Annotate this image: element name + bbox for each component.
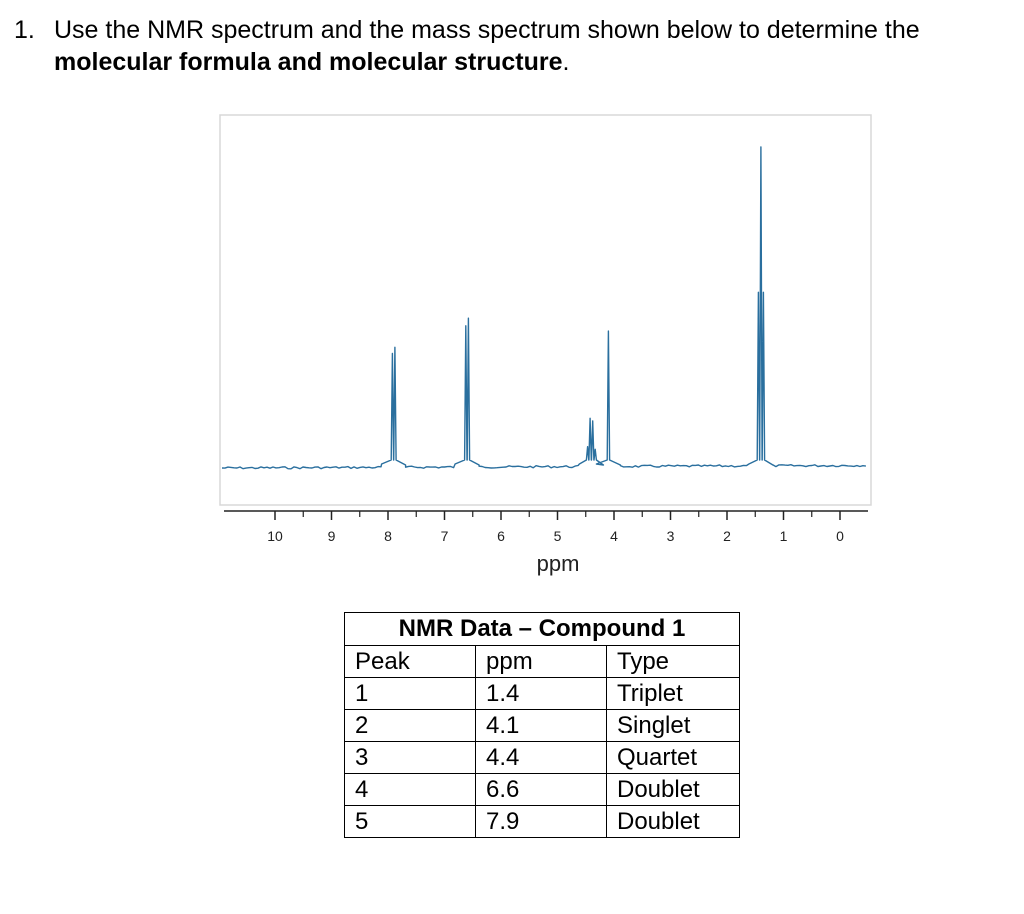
table-row: 2 4.1 Singlet: [344, 709, 740, 742]
nmr-data-table: NMR Data – Compound 1 Peak ppm Type 1 1.…: [344, 612, 740, 838]
table-header-row: Peak ppm Type: [344, 645, 740, 678]
cell-type: Quartet: [606, 741, 740, 774]
x-axis-tick-label: 5: [554, 528, 562, 544]
x-axis-title: ppm: [537, 551, 580, 576]
x-axis-tick-label: 0: [836, 528, 844, 544]
header-peak: Peak: [344, 645, 476, 678]
table-row: 3 4.4 Quartet: [344, 741, 740, 774]
x-axis-tick-label: 9: [328, 528, 336, 544]
cell-peak: 5: [344, 805, 476, 838]
plot-frame: [219, 114, 872, 506]
cell-ppm: 1.4: [475, 677, 607, 710]
question-period: .: [562, 48, 570, 76]
cell-ppm: 6.6: [475, 773, 607, 806]
header-ppm: ppm: [475, 645, 607, 678]
table-title-row: NMR Data – Compound 1: [344, 612, 740, 646]
cell-type: Singlet: [606, 709, 740, 742]
spectrum-trace-group: [221, 146, 866, 470]
cell-type: Doublet: [606, 805, 740, 838]
x-axis-tick-label: 3: [667, 528, 675, 544]
x-axis-tick-label: 10: [267, 528, 283, 544]
table-title: NMR Data – Compound 1: [344, 612, 740, 646]
question-bold-text: molecular formula and molecular structur…: [54, 48, 563, 76]
cell-peak: 1: [344, 677, 476, 710]
question-number: 1.: [14, 16, 35, 44]
table-row: 1 1.4 Triplet: [344, 677, 740, 710]
cell-peak: 2: [344, 709, 476, 742]
question-line-2: molecular formula and molecular structur…: [54, 46, 569, 78]
table-row: 4 6.6 Doublet: [344, 773, 740, 806]
x-axis-tick-label: 1: [780, 528, 788, 544]
header-type: Type: [606, 645, 740, 678]
x-axis-tick-label: 6: [497, 528, 505, 544]
cell-ppm: 4.4: [475, 741, 607, 774]
x-axis-tick-label: 4: [610, 528, 618, 544]
table-row: 5 7.9 Doublet: [344, 805, 740, 838]
x-axis-tick-label: 2: [723, 528, 731, 544]
x-axis-tick-label: 8: [384, 528, 392, 544]
nmr-spectrum-chart: 10 9 8 7 6 5 4 3 2 1 0 ppm: [219, 114, 872, 576]
cell-ppm: 4.1: [475, 709, 607, 742]
cell-type: Triplet: [606, 677, 740, 710]
x-axis-tick-label: 7: [441, 528, 449, 544]
cell-ppm: 7.9: [475, 805, 607, 838]
question-line-1: Use the NMR spectrum and the mass spectr…: [54, 16, 920, 44]
cell-type: Doublet: [606, 773, 740, 806]
spectrum-line: [221, 146, 866, 470]
cell-peak: 3: [344, 741, 476, 774]
x-axis-ticks: 10 9 8 7 6 5 4 3 2 1 0: [267, 511, 844, 544]
cell-peak: 4: [344, 773, 476, 806]
